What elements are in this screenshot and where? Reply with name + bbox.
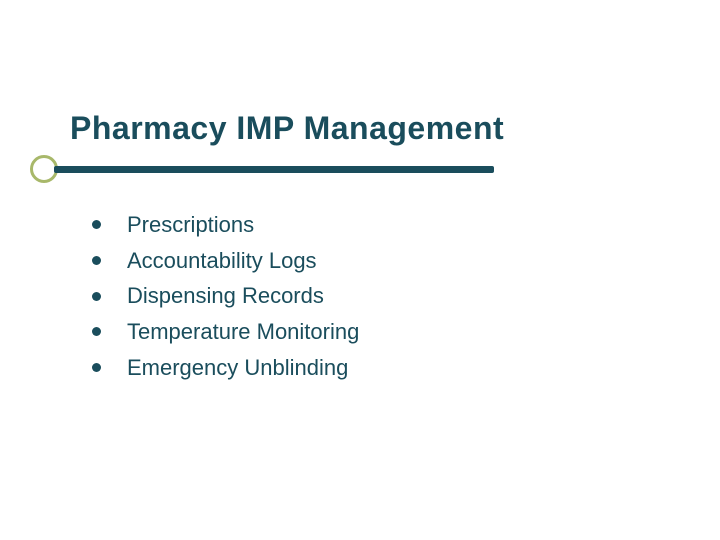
bullet-text: Accountability Logs: [127, 246, 317, 276]
underline-bar: [54, 166, 494, 173]
bullet-dot-icon: [92, 327, 101, 336]
bullet-text: Dispensing Records: [127, 281, 324, 311]
slide-title: Pharmacy IMP Management: [70, 110, 504, 147]
bullet-list: Prescriptions Accountability Logs Dispen…: [92, 210, 359, 388]
bullet-text: Emergency Unblinding: [127, 353, 348, 383]
list-item: Prescriptions: [92, 210, 359, 240]
bullet-text: Prescriptions: [127, 210, 254, 240]
bullet-dot-icon: [92, 292, 101, 301]
title-underline: [30, 155, 670, 185]
bullet-dot-icon: [92, 220, 101, 229]
bullet-dot-icon: [92, 363, 101, 372]
slide: Pharmacy IMP Management Prescriptions Ac…: [0, 0, 720, 540]
bullet-dot-icon: [92, 256, 101, 265]
list-item: Emergency Unblinding: [92, 353, 359, 383]
list-item: Dispensing Records: [92, 281, 359, 311]
list-item: Temperature Monitoring: [92, 317, 359, 347]
bullet-text: Temperature Monitoring: [127, 317, 359, 347]
list-item: Accountability Logs: [92, 246, 359, 276]
